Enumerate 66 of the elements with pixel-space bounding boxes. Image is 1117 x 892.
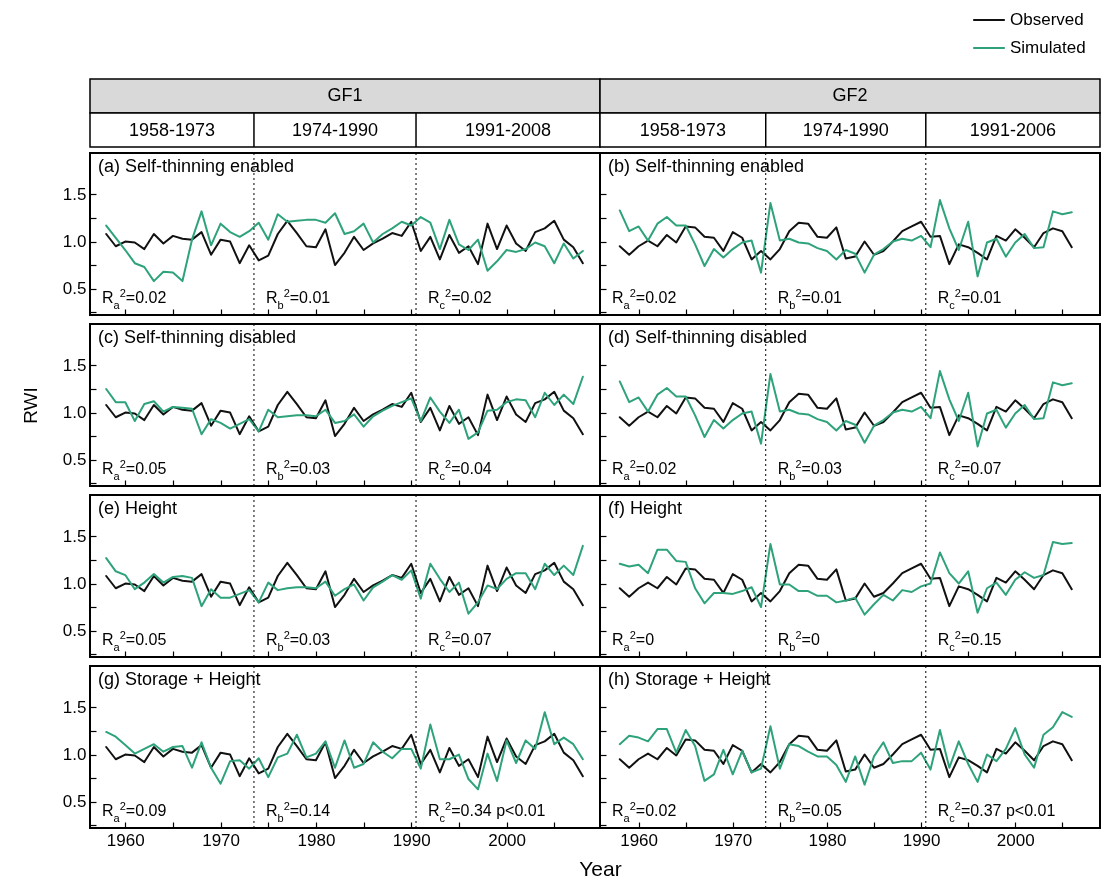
y-tick-label: 0.5 — [62, 279, 87, 299]
chart-title: GF2 — [832, 85, 868, 105]
annotation: R$_{b}$$^{2}$=0.01 — [777, 287, 843, 311]
annotation: R$_{a}$$^{2}$=0 — [612, 629, 655, 653]
annotation: R$_{b}$$^{2}$=0 — [777, 629, 820, 653]
text: 1991-2006 — [969, 120, 1056, 140]
annotation: R$_{a}$$^{2}$=0.05 — [102, 458, 167, 482]
y-tick-label: 0.5 — [62, 621, 87, 641]
chart-title: (f) Height — [608, 498, 683, 518]
chart-subtitle: (a) Self-thinning enabled — [98, 156, 295, 176]
x-tick-label: 1970 — [714, 830, 753, 850]
y-tick-label: 1.5 — [62, 184, 87, 204]
y-tick-label: 1.5 — [62, 697, 87, 717]
y-tick-label: 1.5 — [62, 355, 87, 375]
y-tick-label: 1.0 — [62, 232, 87, 252]
y-tick-label: 0.5 — [62, 792, 87, 812]
y-axis-title: RWI — [19, 387, 41, 424]
chart-title: (h) Storage + Height — [608, 669, 771, 689]
chart-title: (d) Self-thinning disabled — [608, 327, 808, 347]
text: 1974-1990 — [802, 120, 889, 140]
y-tick-label: 1.0 — [62, 745, 87, 765]
x-tick-label: 1980 — [297, 830, 336, 850]
annotation: R$_{a}$$^{2}$=0.02 — [612, 458, 677, 482]
chart-subtitle: (b) Self-thinning enabled — [608, 156, 805, 176]
x-tick-label: 2000 — [996, 830, 1035, 850]
annotation: R$_{a}$$^{2}$=0.02 — [612, 287, 677, 311]
x-tick-label: 2000 — [488, 830, 526, 850]
annotation: R$_{b}$$^{2}$=0.05 — [777, 800, 843, 824]
annotation: R$_{a}$$^{2}$=0.05 — [102, 629, 167, 653]
annotation: R$_{c}$$^{2}$=0.01 — [937, 287, 1002, 311]
x-tick-label: 1960 — [620, 830, 659, 850]
x-tick-label: 1980 — [808, 830, 847, 850]
text: 1974-1990 — [291, 120, 379, 140]
text: 1958-1973 — [639, 120, 726, 140]
y-tick-label: 1.0 — [62, 574, 87, 594]
annotation: R$_{c}$$^{2}$=0.04 — [428, 458, 492, 482]
annotation: R$_{b}$$^{2}$=0.01 — [265, 287, 331, 311]
annotation: R$_{c}$$^{2}$=0.34 p<0.01 — [428, 800, 546, 824]
chart-title: (g) Storage + Height — [98, 669, 261, 689]
x-tick-label: 1960 — [106, 830, 145, 850]
annotation: R$_{b}$$^{2}$=0.03 — [777, 458, 843, 482]
annotation: R$_{b}$$^{2}$=0.03 — [265, 629, 331, 653]
x-tick-label: 1970 — [202, 830, 241, 850]
annotation: R$_{a}$$^{2}$=0.02 — [612, 800, 677, 824]
annotation: R$_{c}$$^{2}$=0.37 p<0.01 — [937, 800, 1056, 824]
annotation: R$_{b}$$^{2}$=0.14 — [265, 800, 331, 824]
annotation: R$_{c}$$^{2}$=0.02 — [428, 287, 492, 311]
text: 1991-2008 — [464, 120, 552, 140]
text: 1958-1973 — [128, 120, 216, 140]
x-tick-label: 1990 — [392, 830, 431, 850]
annotation: R$_{c}$$^{2}$=0.15 — [937, 629, 1002, 653]
y-tick-label: 0.5 — [62, 450, 87, 470]
annotation: R$_{a}$$^{2}$=0.02 — [102, 287, 167, 311]
y-tick-label: 1.5 — [62, 526, 87, 546]
annotation: R$_{b}$$^{2}$=0.03 — [265, 458, 331, 482]
y-tick-label: 1.0 — [62, 403, 87, 423]
x-tick-label: 1990 — [902, 830, 941, 850]
chart-title: (c) Self-thinning disabled — [98, 327, 297, 347]
x-axis-title: Year — [579, 856, 622, 880]
legend-label: Observed — [1010, 10, 1084, 29]
chart-title: (e) Height — [98, 498, 178, 518]
annotation: R$_{c}$$^{2}$=0.07 — [428, 629, 492, 653]
annotation: R$_{c}$$^{2}$=0.07 — [937, 458, 1002, 482]
legend-label: Simulated — [1010, 38, 1086, 57]
annotation: R$_{a}$$^{2}$=0.09 — [102, 800, 167, 824]
chart-title: GF1 — [327, 85, 363, 105]
